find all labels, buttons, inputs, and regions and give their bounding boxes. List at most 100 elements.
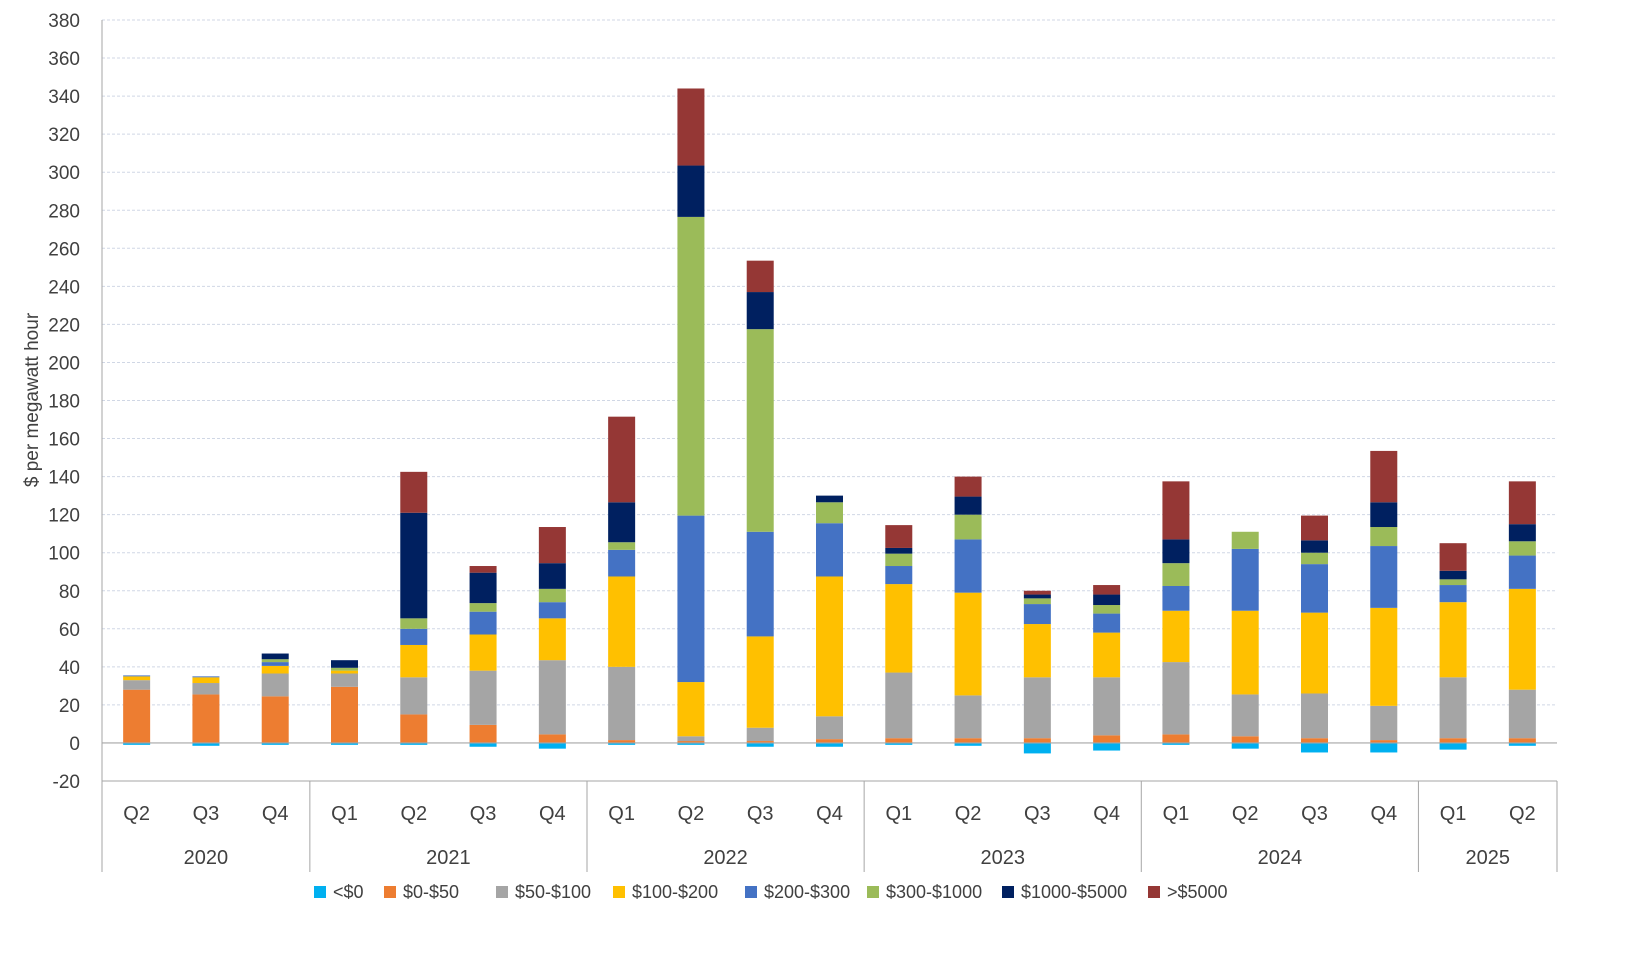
x-tick-label-quarter: Q1 — [885, 803, 912, 825]
bar-segment — [469, 611, 497, 635]
x-tick-label-year: 2024 — [1258, 847, 1303, 869]
bar-segment — [123, 676, 151, 681]
bar-segment — [816, 523, 843, 577]
bar-segment — [1439, 579, 1467, 586]
bar-segment — [816, 502, 843, 524]
bar-segment — [954, 476, 982, 497]
bar-segment — [331, 742, 358, 745]
x-tick-label-year: 2021 — [426, 847, 471, 869]
bar-segment — [1023, 604, 1051, 625]
bar-segment — [608, 666, 636, 741]
y-tick-label: 220 — [48, 315, 80, 336]
bar-segment — [1508, 738, 1536, 743]
x-tick-label-quarter: Q3 — [1301, 803, 1328, 825]
bar-segment — [1439, 570, 1467, 580]
legend-swatch — [1002, 886, 1014, 898]
bar-segment — [1508, 524, 1536, 542]
bar-segment — [192, 742, 220, 746]
bar-segment — [1301, 742, 1328, 753]
legend-swatch — [745, 886, 757, 898]
x-tick-label-year: 2025 — [1465, 847, 1510, 869]
y-tick-label: 80 — [59, 582, 80, 603]
y-tick-label: 60 — [59, 620, 80, 641]
bar-segment — [1023, 677, 1051, 739]
bar-segment — [816, 739, 843, 743]
bar-segment — [1162, 734, 1190, 743]
y-tick-label: 300 — [48, 163, 80, 184]
bar-segment — [608, 742, 636, 745]
x-tick-label-quarter: Q2 — [1509, 803, 1536, 825]
bar-segment — [885, 525, 913, 548]
x-tick-label-quarter: Q4 — [1093, 803, 1120, 825]
x-tick-label-quarter: Q4 — [1370, 803, 1397, 825]
bar-segment — [816, 495, 843, 503]
bar-segment — [677, 515, 705, 683]
bar-segment — [677, 216, 705, 516]
bar-segment — [1439, 738, 1467, 743]
bar-segment — [261, 665, 289, 674]
bar-segment — [538, 563, 566, 589]
bar-segment — [746, 292, 774, 330]
y-tick-label: 180 — [48, 392, 80, 413]
bar-segment — [1162, 610, 1190, 663]
y-tick-label: 320 — [48, 125, 80, 146]
bar-segment — [1162, 481, 1190, 540]
bar-segment — [885, 672, 913, 739]
legend-swatch — [496, 886, 508, 898]
bar-segment — [1231, 736, 1259, 743]
bar-segment — [1162, 662, 1190, 735]
bar-segment — [400, 742, 428, 745]
bar-segment — [816, 742, 843, 747]
bar-segment — [123, 689, 151, 743]
bar-segment — [538, 618, 566, 661]
bar-segment — [1093, 742, 1121, 751]
bar-segment — [1301, 540, 1328, 553]
x-tick-label-year: 2020 — [184, 847, 229, 869]
bar-segment — [1162, 585, 1190, 611]
y-tick-label: 240 — [48, 277, 80, 298]
bar-segment — [746, 742, 774, 747]
bar-segment — [331, 686, 358, 743]
bar-segment — [1162, 563, 1190, 586]
bar-segment — [885, 566, 913, 585]
bar-segment — [1093, 605, 1121, 614]
x-tick-label-quarter: Q2 — [678, 803, 705, 825]
bar-segment — [538, 742, 566, 749]
bar-segment — [123, 680, 151, 690]
y-tick-label: 120 — [48, 506, 80, 527]
bar-segment — [677, 742, 705, 745]
x-tick-label-quarter: Q2 — [1232, 803, 1259, 825]
bar-segment — [1370, 450, 1398, 503]
bars — [123, 88, 1536, 754]
bar-segment — [1093, 677, 1121, 736]
bar-segment — [331, 660, 358, 668]
bar-segment — [1301, 612, 1328, 694]
bar-segment — [677, 682, 705, 737]
bar-segment — [1370, 705, 1398, 741]
bar-segment — [1023, 738, 1051, 743]
bar-segment — [954, 514, 982, 540]
bar-segment — [469, 566, 497, 573]
bar-segment — [1231, 548, 1259, 611]
bar-segment — [1231, 694, 1259, 737]
y-tick-label: 0 — [69, 734, 80, 755]
axes: -20 0 20 40 60 80 100 120 140 160 180 200 220 240 260 2… — [48, 11, 1558, 872]
bar-segment — [1093, 735, 1121, 743]
legend-label: $0-$50 — [403, 882, 459, 902]
legend-swatch — [1148, 886, 1160, 898]
x-tick-label-quarter: Q1 — [331, 803, 358, 825]
bar-segment — [608, 502, 636, 543]
bar-segment — [954, 695, 982, 739]
bar-segment — [1301, 552, 1328, 565]
bar-segment — [538, 588, 566, 603]
y-tick-label: 20 — [59, 696, 80, 717]
y-tick-label: 340 — [48, 87, 80, 108]
bar-segment — [1439, 585, 1467, 603]
bar-segment — [1023, 742, 1051, 754]
y-tick-label: 100 — [48, 544, 80, 565]
bar-segment — [1370, 527, 1398, 547]
legend-swatch — [867, 886, 879, 898]
bar-segment — [400, 471, 428, 513]
bar-segment — [677, 741, 705, 743]
